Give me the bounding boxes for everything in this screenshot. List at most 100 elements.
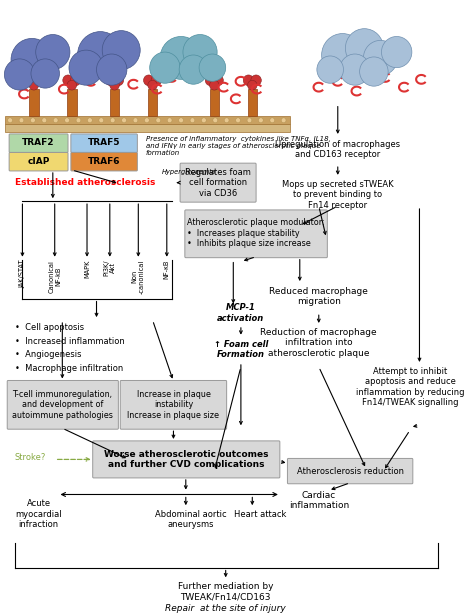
Circle shape xyxy=(151,75,162,86)
FancyBboxPatch shape xyxy=(71,134,137,153)
Circle shape xyxy=(148,80,157,90)
Circle shape xyxy=(88,118,92,123)
Circle shape xyxy=(64,118,70,123)
Text: MAPK: MAPK xyxy=(84,260,90,278)
Text: Further mediation by
TWEAK/Fn14/CD163: Further mediation by TWEAK/Fn14/CD163 xyxy=(178,582,273,601)
Circle shape xyxy=(213,75,223,86)
Circle shape xyxy=(201,118,206,123)
FancyBboxPatch shape xyxy=(93,441,280,478)
Text: •  Angiogenesis: • Angiogenesis xyxy=(15,350,82,359)
Bar xyxy=(148,89,157,116)
Circle shape xyxy=(8,118,12,123)
Circle shape xyxy=(258,118,263,123)
Circle shape xyxy=(31,59,59,88)
Circle shape xyxy=(340,54,370,85)
Circle shape xyxy=(150,52,180,83)
Circle shape xyxy=(360,57,388,86)
Text: cIAP: cIAP xyxy=(27,157,50,166)
Circle shape xyxy=(106,75,116,86)
Text: TRAF5: TRAF5 xyxy=(88,138,120,147)
Text: T-cell immunoregulation,
and development of
autoimmune pathologies: T-cell immunoregulation, and development… xyxy=(12,390,113,420)
Bar xyxy=(110,89,119,116)
Text: Cardiac
inflammation: Cardiac inflammation xyxy=(289,490,349,510)
FancyBboxPatch shape xyxy=(7,381,118,429)
Circle shape xyxy=(251,75,261,86)
Text: TRAF2: TRAF2 xyxy=(22,138,55,147)
Bar xyxy=(5,124,290,132)
Circle shape xyxy=(133,118,138,123)
Circle shape xyxy=(322,34,364,77)
Circle shape xyxy=(270,118,274,123)
Circle shape xyxy=(382,36,412,67)
Bar xyxy=(29,89,38,116)
Circle shape xyxy=(42,118,46,123)
Text: Worse atherosclerotic outcomes
and further CVD complications: Worse atherosclerotic outcomes and furth… xyxy=(103,450,268,469)
Circle shape xyxy=(11,39,53,82)
Text: Repair  at the site of injury: Repair at the site of injury xyxy=(165,604,286,612)
Circle shape xyxy=(364,40,398,75)
FancyBboxPatch shape xyxy=(120,381,227,429)
Circle shape xyxy=(122,118,127,123)
Circle shape xyxy=(213,118,218,123)
Circle shape xyxy=(29,80,38,90)
Bar xyxy=(247,89,257,116)
Text: •  Cell apoptosis: • Cell apoptosis xyxy=(15,323,84,332)
Text: Heart attack: Heart attack xyxy=(234,510,286,519)
Circle shape xyxy=(25,75,35,86)
Text: Attempt to inhibit
apoptosis and reduce
inflammation by reducing
Fn14/TWEAK sign: Attempt to inhibit apoptosis and reduce … xyxy=(356,367,464,407)
FancyBboxPatch shape xyxy=(9,153,68,171)
Circle shape xyxy=(76,118,81,123)
Bar xyxy=(67,89,77,116)
Circle shape xyxy=(167,118,172,123)
Circle shape xyxy=(281,118,286,123)
FancyBboxPatch shape xyxy=(71,153,137,171)
Circle shape xyxy=(99,118,104,123)
Circle shape xyxy=(199,54,226,82)
Circle shape xyxy=(156,118,161,123)
Circle shape xyxy=(179,118,183,123)
FancyBboxPatch shape xyxy=(185,210,328,257)
Bar xyxy=(5,116,290,124)
Circle shape xyxy=(36,34,70,70)
Text: Atherosclerotic plaque modulator:
•  Increases plaque stability
•  Inhibits plaq: Atherosclerotic plaque modulator: • Incr… xyxy=(187,218,325,248)
Text: Presence of inflammatory  cytokines like TNFα, IL18,
and IFNγ in early stages of: Presence of inflammatory cytokines like … xyxy=(146,136,331,156)
Circle shape xyxy=(205,75,216,86)
Circle shape xyxy=(247,80,257,90)
Circle shape xyxy=(63,75,73,86)
Text: Upregulation of macrophages
and CD163 receptor: Upregulation of macrophages and CD163 re… xyxy=(275,140,401,159)
Circle shape xyxy=(53,118,58,123)
Text: Increase in plaque
instability
Increase in plaque size: Increase in plaque instability Increase … xyxy=(128,390,219,420)
Circle shape xyxy=(210,80,219,90)
Text: Abdominal aortic
aneurysms: Abdominal aortic aneurysms xyxy=(155,510,227,530)
Bar xyxy=(210,89,219,116)
Circle shape xyxy=(190,118,195,123)
Circle shape xyxy=(110,80,119,90)
Circle shape xyxy=(317,56,344,83)
Text: MCP-1
activation: MCP-1 activation xyxy=(217,303,264,323)
Text: NF-κB: NF-κB xyxy=(164,260,170,279)
Text: Canonical
NF-kB: Canonical NF-kB xyxy=(48,260,61,292)
Text: Atherosclerosis reduction: Atherosclerosis reduction xyxy=(297,466,404,476)
Text: ↑ Foam cell
Formation: ↑ Foam cell Formation xyxy=(214,340,268,359)
Text: JAK/STAT: JAK/STAT xyxy=(19,260,26,288)
Circle shape xyxy=(67,80,77,90)
Circle shape xyxy=(113,75,124,86)
Circle shape xyxy=(346,29,383,67)
Text: Acute
myocardial
infraction: Acute myocardial infraction xyxy=(15,500,62,529)
Text: PI3K/
Akt: PI3K/ Akt xyxy=(103,260,116,276)
Circle shape xyxy=(78,32,123,78)
Circle shape xyxy=(102,31,140,70)
Text: •  Macrophage infiltration: • Macrophage infiltration xyxy=(15,364,123,373)
Circle shape xyxy=(224,118,229,123)
Text: Mops up secreted sTWEAK
to prevent binding to
Fn14 receptor: Mops up secreted sTWEAK to prevent bindi… xyxy=(282,180,393,210)
Text: Reduction of macrophage
infiltration into
atherosclerotic plaque: Reduction of macrophage infiltration int… xyxy=(261,328,377,357)
Circle shape xyxy=(69,50,103,85)
Circle shape xyxy=(30,118,35,123)
Text: Established atherosclerosis: Established atherosclerosis xyxy=(15,178,155,187)
Circle shape xyxy=(236,118,240,123)
FancyBboxPatch shape xyxy=(180,163,256,202)
Circle shape xyxy=(71,75,81,86)
Circle shape xyxy=(247,118,252,123)
Circle shape xyxy=(97,54,127,85)
Text: Stroke?: Stroke? xyxy=(15,453,46,462)
